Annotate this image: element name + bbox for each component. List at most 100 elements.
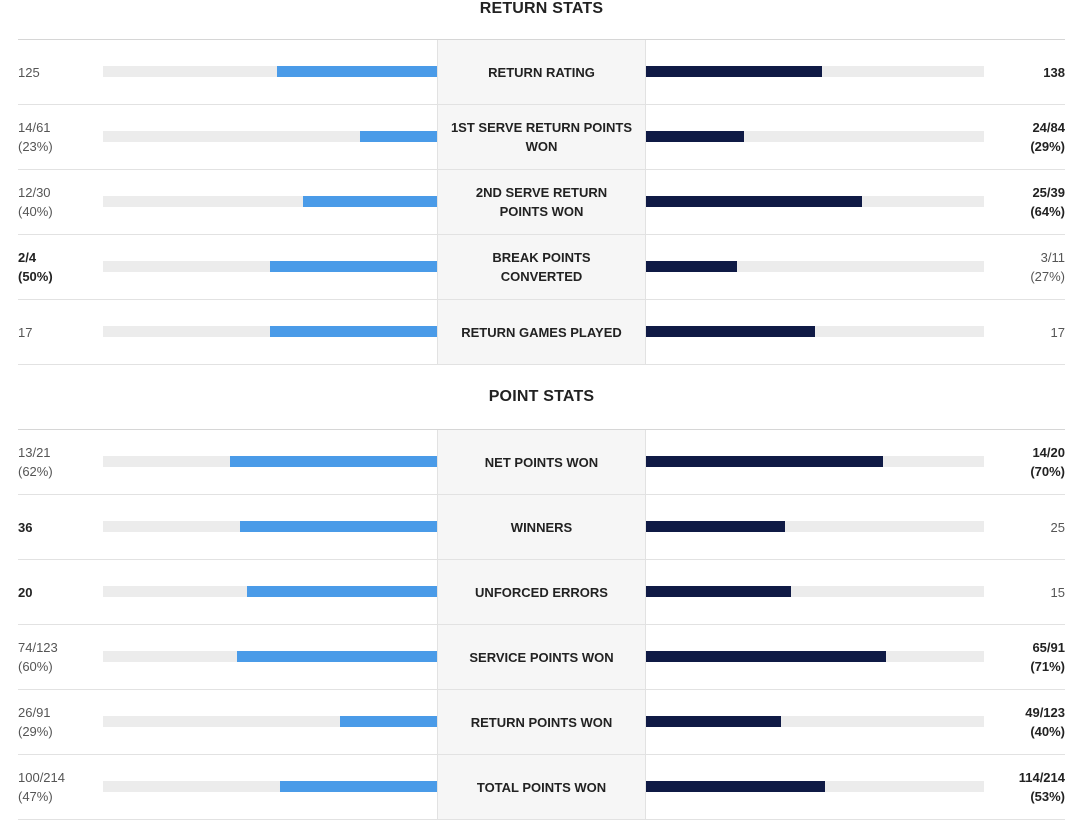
player2-bar-track [646,716,984,727]
stat-label: UNFORCED ERRORS [437,560,646,624]
player1-value-line: (62%) [18,464,53,479]
player1-value-line: (29%) [18,724,53,739]
stat-label: RETURN GAMES PLAYED [437,300,646,364]
player2-bar-track [646,456,984,467]
player2-bar-fill [646,651,886,662]
stat-label: NET POINTS WON [437,430,646,494]
stat-row-1st-serve-return-points-won: 14/61 (23%) 1ST SERVE RETURN POINTS WON 24/… [18,105,1065,170]
player1-value-line: 2/4 [18,250,37,265]
player2-value-line: (40%) [1030,724,1065,739]
player2-bar-track [646,521,984,532]
player2-bar-track [646,66,984,77]
player2-value: 25 [985,495,1065,559]
player1-bar-track [103,651,437,662]
player2-bar-fill [646,196,863,207]
player2-value-line: (29%) [1030,139,1065,154]
player2-bar-fill [646,456,883,467]
player1-value: 2/4 (50%) [18,235,98,299]
player1-bar-fill [229,456,437,467]
player1-value-line: (47%) [18,789,53,804]
stat-label: BREAK POINTS CONVERTED [437,235,646,299]
player2-value-line: 15 [1050,584,1065,600]
player2-bar-fill [646,781,826,792]
player1-bar-fill [246,586,437,597]
player2-value: 17 [985,300,1065,364]
player1-bar-fill [270,261,437,272]
player2-value-line: (71%) [1030,659,1065,674]
player2-value-line: 3/11 [1040,250,1065,265]
player1-value-line: (50%) [18,269,53,284]
stat-label: RETURN POINTS WON [437,690,646,754]
player1-bar-track [103,196,437,207]
stat-row-winners: 36 WINNERS 25 [18,495,1065,560]
player1-value: 74/123 (60%) [18,625,98,689]
player2-value-line: 25 [1050,519,1065,535]
player2-bar-track [646,326,984,337]
player2-value-line: 17 [1050,324,1065,340]
player2-value-line: (53%) [1030,789,1065,804]
player2-bar-fill [646,66,822,77]
player2-value: 114/214 (53%) [985,755,1065,819]
player2-value-line: 24/84 [1032,120,1065,135]
stat-label: TOTAL POINTS WON [437,755,646,819]
player1-bar-track [103,261,437,272]
player1-value-line: (23%) [18,139,53,154]
stat-row-return-rating: 125 RETURN RATING 138 [18,40,1065,105]
player2-bar-track [646,651,984,662]
player2-bar-track [646,586,984,597]
player1-bar-fill [340,716,437,727]
stat-row-return-games-played: 17 RETURN GAMES PLAYED 17 [18,300,1065,365]
player2-value-line: (64%) [1030,204,1065,219]
player1-value: 13/21 (62%) [18,430,98,494]
player2-value: 65/91 (71%) [985,625,1065,689]
player2-value-line: 49/123 [1025,705,1065,720]
stat-row-unforced-errors: 20 UNFORCED ERRORS 15 [18,560,1065,625]
stat-row-net-points-won: 13/21 (62%) NET POINTS WON 14/20 (70%) [18,430,1065,495]
player2-bar-track [646,131,984,142]
player1-bar-fill [360,131,437,142]
player1-bar-track [103,326,437,337]
stat-label: SERVICE POINTS WON [437,625,646,689]
player1-value-line: 74/123 [18,640,58,655]
player1-value-line: 125 [18,64,40,80]
player1-value: 12/30 (40%) [18,170,98,234]
player2-bar-fill [646,326,815,337]
stat-label: RETURN RATING [437,40,646,104]
player2-bar-track [646,196,984,207]
player1-bar-track [103,521,437,532]
player2-value: 138 [985,40,1065,104]
player2-value: 49/123 (40%) [985,690,1065,754]
stat-row-break-points-converted: 2/4 (50%) BREAK POINTS CONVERTED 3/11 (27%) [18,235,1065,300]
player1-value-line: 26/91 [18,705,51,720]
player2-bar-track [646,261,984,272]
stats-rows: 125 RETURN RATING 138 14/61 (23%) 1ST SERVE R… [18,39,1065,365]
stat-row-service-points-won: 74/123 (60%) SERVICE POINTS WON 65/91 (71%) [18,625,1065,690]
player1-bar-fill [276,66,437,77]
player1-value: 14/61 (23%) [18,105,98,169]
player2-value-line: 14/20 [1032,445,1065,460]
stat-label: WINNERS [437,495,646,559]
player2-value: 15 [985,560,1065,624]
player2-bar-fill [646,261,738,272]
player1-value-line: 36 [18,519,33,535]
stat-label: 1ST SERVE RETURN POINTS WON [437,105,646,169]
player1-bar-track [103,131,437,142]
player2-value-line: 138 [1043,64,1065,80]
player1-value-line: 17 [18,324,33,340]
player2-value-line: 114/214 [1018,770,1065,785]
player1-value: 100/214 (47%) [18,755,98,819]
player2-bar-fill [646,131,745,142]
player1-value: 26/91 (29%) [18,690,98,754]
player2-value-line: 25/39 [1032,185,1065,200]
player1-value-line: 13/21 [18,445,51,460]
player1-bar-fill [236,651,437,662]
stat-row-return-points-won: 26/91 (29%) RETURN POINTS WON 49/123 (40%) [18,690,1065,755]
player1-value-line: 100/214 [18,770,65,785]
player1-value-line: (40%) [18,204,53,219]
player1-bar-track [103,781,437,792]
section-title-return-stats: RETURN STATS [479,0,604,17]
player2-value: 14/20 (70%) [985,430,1065,494]
player1-value: 125 [18,40,98,104]
player1-bar-fill [303,196,437,207]
player2-value: 24/84 (29%) [985,105,1065,169]
